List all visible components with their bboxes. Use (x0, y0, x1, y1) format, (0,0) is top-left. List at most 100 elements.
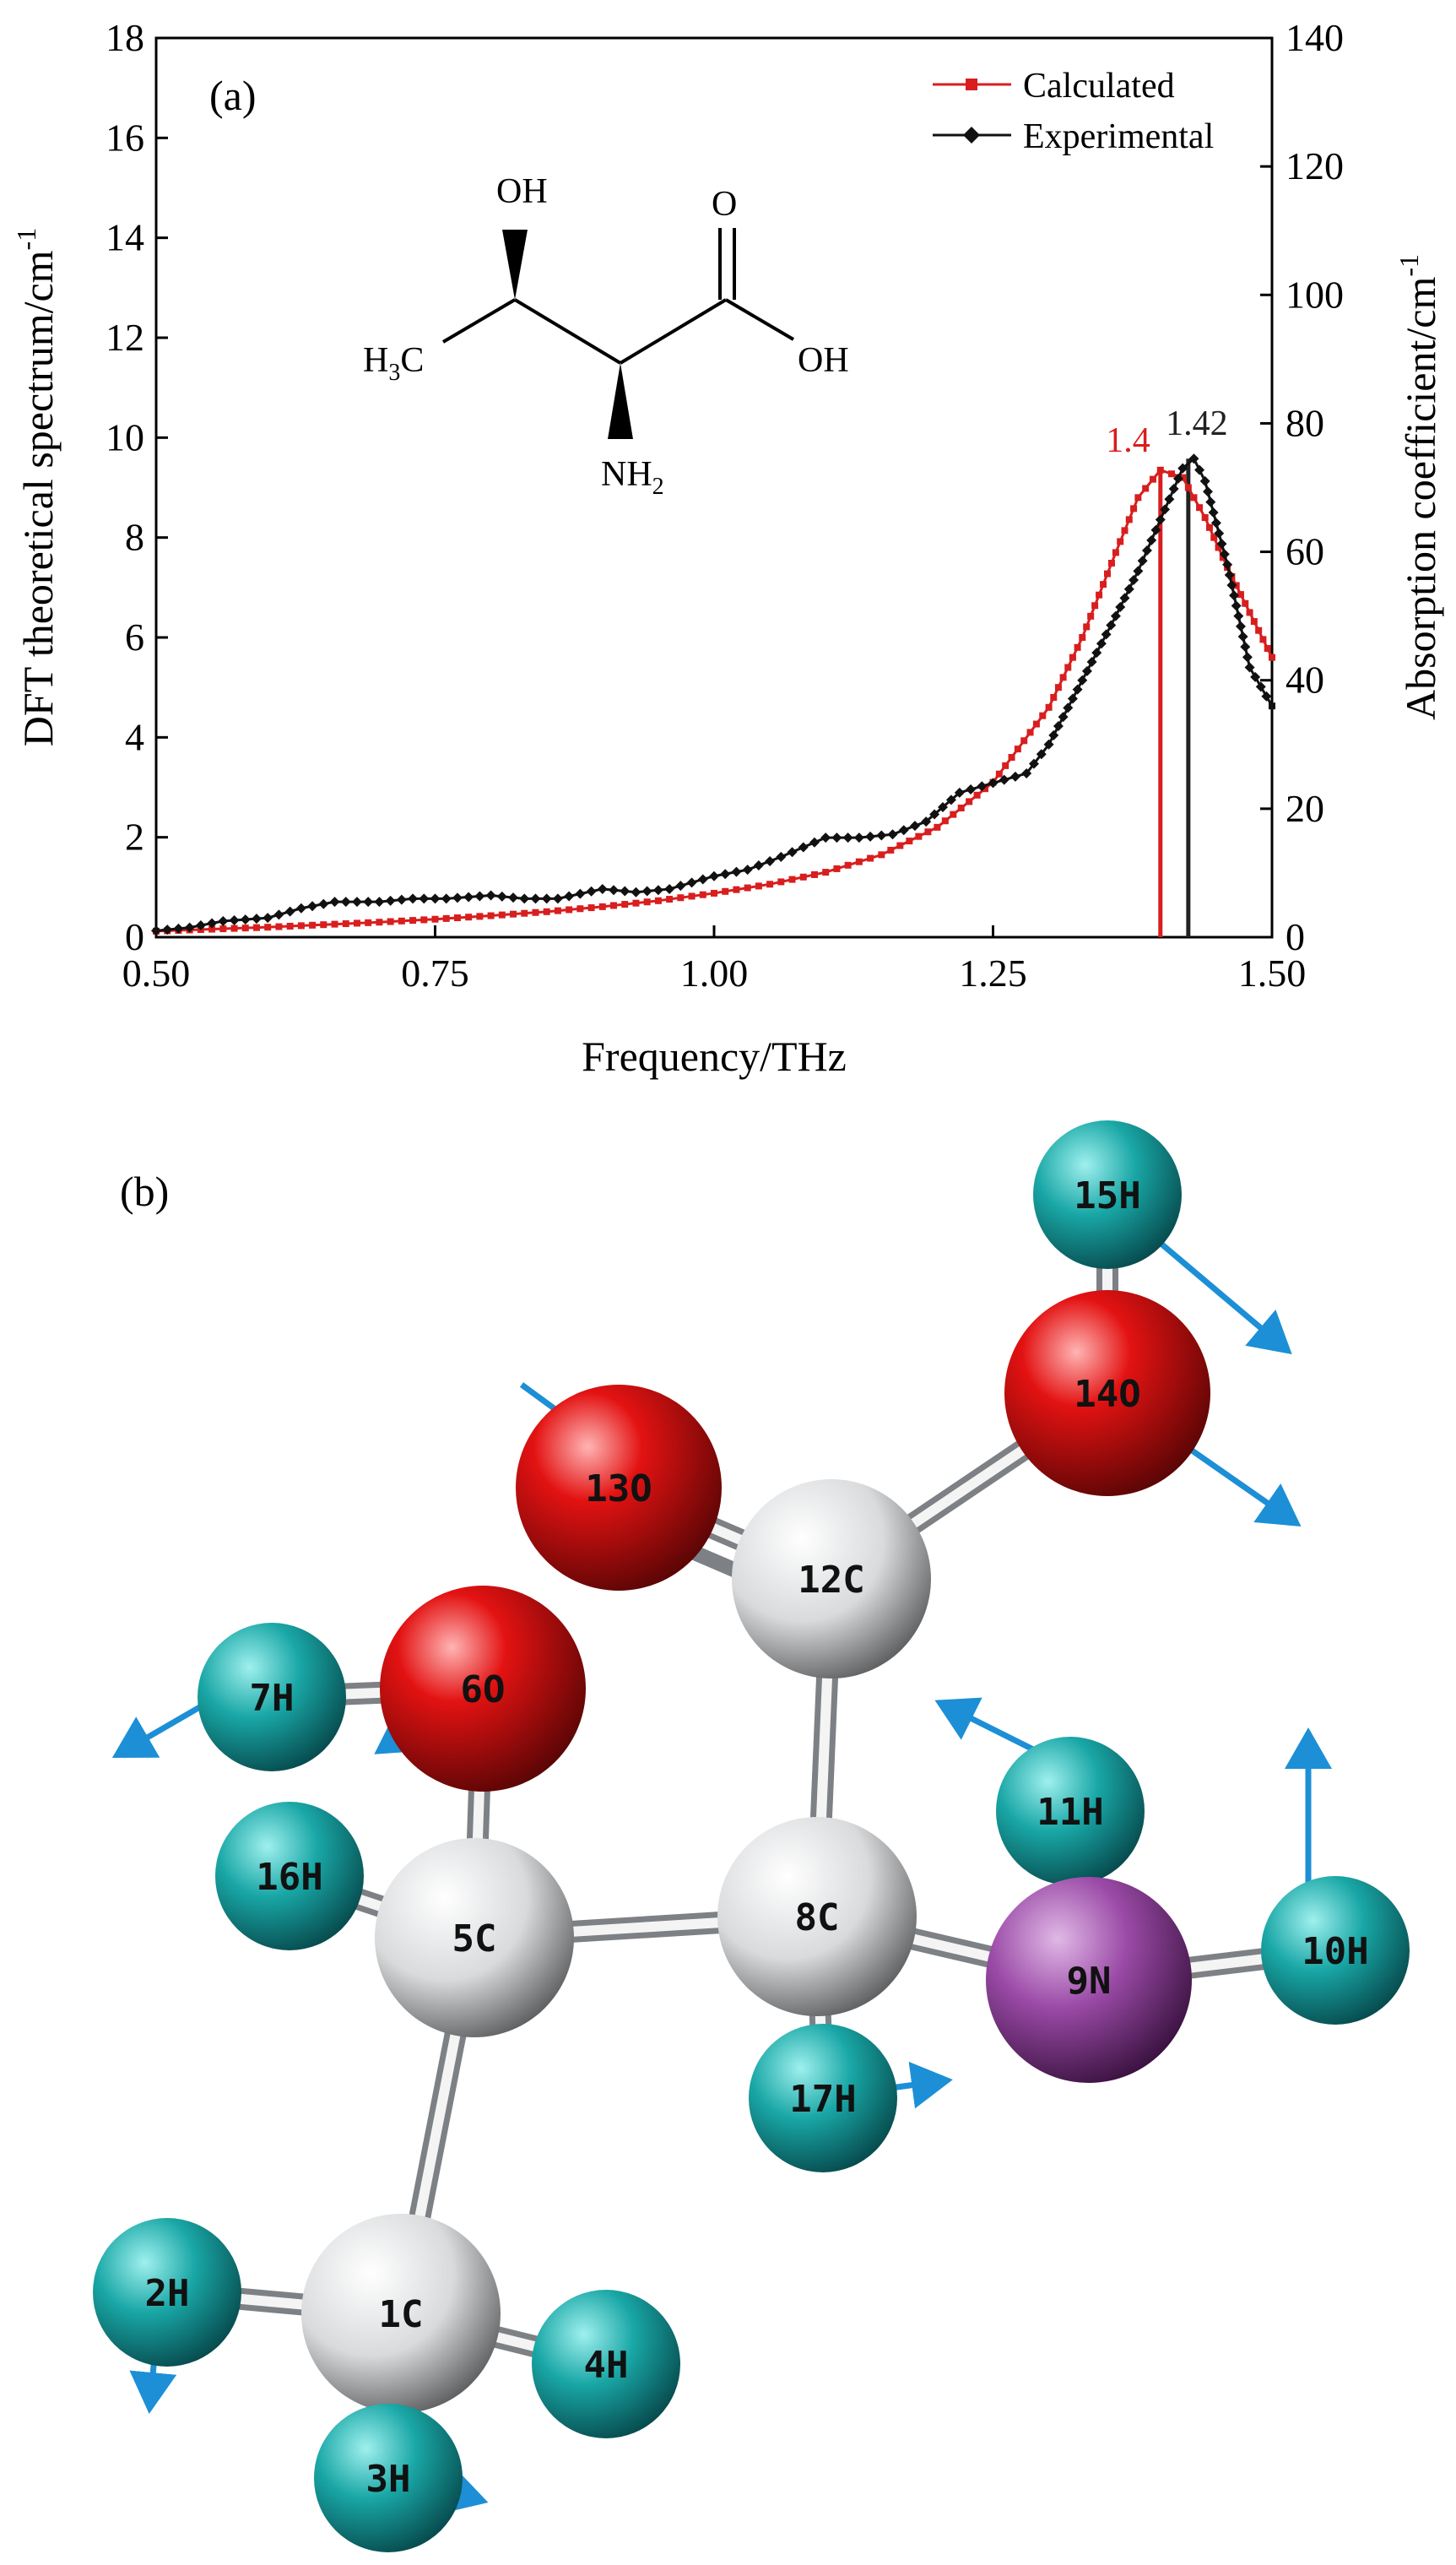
data-point (844, 861, 852, 869)
data-point (508, 892, 519, 903)
peak-lines (1158, 458, 1191, 937)
atom-sphere (380, 1586, 586, 1792)
data-point (798, 842, 809, 853)
right-y-tick-label: 60 (1286, 530, 1324, 573)
data-point (530, 893, 541, 904)
left-y-tick-label: 8 (125, 516, 144, 559)
data-point (1123, 583, 1134, 594)
data-point (1133, 566, 1144, 577)
atom-sphere (93, 2218, 241, 2367)
left-y-axis: 0 2 4 6 8 10 12 14 16 18 (106, 16, 168, 958)
data-point (554, 907, 561, 914)
right-y-tick-label: 100 (1286, 273, 1344, 316)
left-y-tick-label: 16 (106, 116, 144, 159)
data-point (195, 920, 206, 931)
data-point (1168, 470, 1176, 478)
left-y-axis-label: DFT theoretical spectrum/cm-1 (11, 228, 62, 746)
data-point (1214, 528, 1225, 539)
data-point (1179, 474, 1187, 481)
data-point (1020, 737, 1028, 745)
data-point (833, 865, 841, 872)
data-point (677, 894, 685, 902)
data-point (1255, 681, 1266, 692)
atom-sphere (301, 2214, 501, 2413)
peak-label-experimental: 1.42 (1166, 404, 1228, 443)
data-point (822, 869, 830, 876)
data-point (966, 784, 977, 795)
data-point (1269, 653, 1275, 661)
data-point (742, 865, 753, 876)
data-point (307, 901, 318, 912)
atom-label: 15H (1074, 1174, 1140, 1217)
data-point (474, 891, 485, 902)
data-point (1222, 559, 1233, 570)
data-point (878, 851, 885, 859)
data-point (1199, 475, 1210, 486)
data-point (342, 920, 349, 928)
legend-experimental-marker (963, 127, 980, 144)
data-point (1205, 496, 1216, 507)
data-point (498, 911, 506, 919)
atom-14o: 14O (1004, 1290, 1210, 1496)
data-point (865, 831, 876, 842)
data-point (1074, 643, 1081, 651)
data-point (320, 921, 327, 929)
data-point (1205, 523, 1213, 531)
data-point (396, 894, 407, 905)
data-point (1115, 601, 1126, 612)
data-point (1261, 691, 1272, 702)
data-point (995, 770, 1003, 778)
data-point (643, 898, 651, 906)
data-point (755, 882, 762, 890)
data-point (452, 892, 463, 903)
data-point (777, 878, 785, 886)
right-y-tick-label: 140 (1286, 16, 1344, 59)
data-point (1087, 612, 1095, 620)
data-point (1069, 653, 1076, 661)
data-point (1107, 559, 1115, 567)
data-point (264, 924, 272, 931)
left-y-tick-label: 14 (106, 216, 144, 259)
data-point (788, 876, 796, 883)
data-point (621, 901, 629, 908)
data-point (1177, 463, 1188, 474)
data-point (385, 895, 396, 906)
data-point (252, 924, 260, 931)
data-point (1054, 684, 1062, 691)
atom-16h: 16H (215, 1802, 364, 1950)
data-point (430, 893, 441, 904)
bond-c3-c2 (513, 298, 622, 365)
data-point (709, 870, 719, 881)
atom-1c: 1C (301, 2214, 501, 2413)
data-point (1240, 642, 1251, 653)
data-point (1134, 494, 1142, 502)
data-point (973, 791, 981, 799)
atom-sphere (732, 1479, 931, 1678)
atom-label: 10H (1302, 1930, 1368, 1973)
data-point (541, 893, 552, 904)
data-point (909, 821, 920, 832)
data-point (1208, 507, 1219, 518)
data-point (720, 869, 731, 880)
data-point (1077, 675, 1088, 686)
data-point (921, 816, 932, 827)
data-point (688, 892, 696, 900)
data-point (1250, 618, 1258, 626)
data-point (1028, 758, 1039, 769)
data-point (218, 915, 229, 926)
data-point (1269, 702, 1275, 710)
data-point (363, 897, 374, 908)
data-point (887, 846, 895, 854)
data-point (510, 910, 517, 918)
data-point (1149, 475, 1156, 483)
data-point (1168, 484, 1179, 495)
data-point (896, 842, 904, 849)
data-point (240, 914, 251, 925)
data-point (831, 832, 842, 843)
data-point (1231, 600, 1242, 611)
data-point (173, 923, 184, 934)
data-point (733, 886, 740, 893)
data-point (1137, 556, 1148, 567)
data-point (787, 847, 798, 858)
data-point (564, 891, 575, 902)
